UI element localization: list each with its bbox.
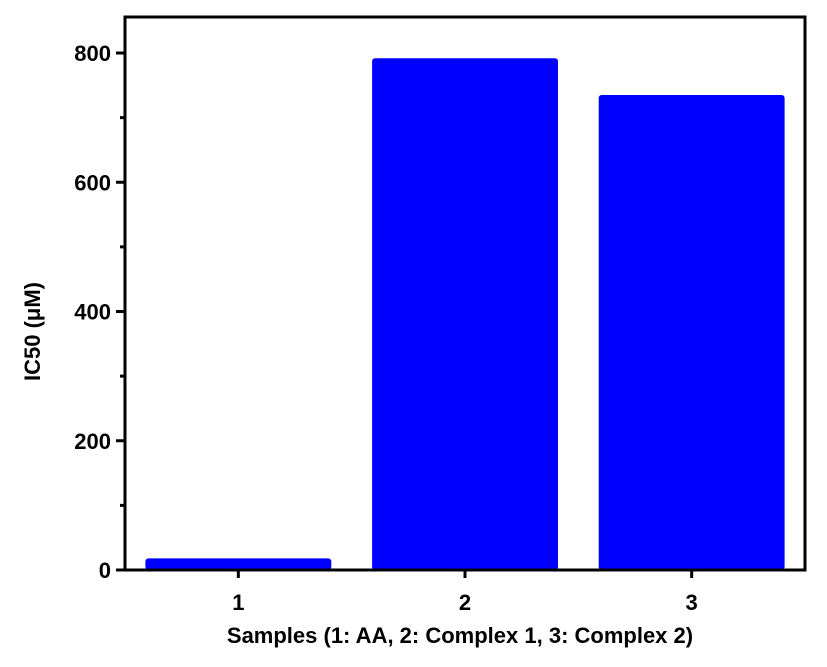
x-axis-title: Samples (1: AA, 2: Complex 1, 3: Complex… (227, 623, 693, 648)
plot-frame (123, 15, 807, 572)
x-tick-label: 2 (459, 590, 471, 615)
x-tick-label: 1 (232, 590, 244, 615)
y-axis-title: IC50 (μM) (20, 282, 45, 381)
y-tick-labels: 0 200 400 600 800 (74, 41, 111, 583)
bar-1 (145, 558, 332, 570)
bar-3 (598, 95, 785, 570)
bar-2 (372, 58, 558, 570)
y-tick-label: 800 (74, 41, 111, 66)
y-tick-label: 0 (99, 558, 111, 583)
x-tick-label: 3 (686, 590, 698, 615)
y-tick-label: 400 (74, 300, 111, 325)
bars-layer (145, 58, 785, 570)
y-tick-label: 600 (74, 170, 111, 195)
x-tick-labels: 1 2 3 (232, 590, 698, 615)
y-tick-label: 200 (74, 429, 111, 454)
